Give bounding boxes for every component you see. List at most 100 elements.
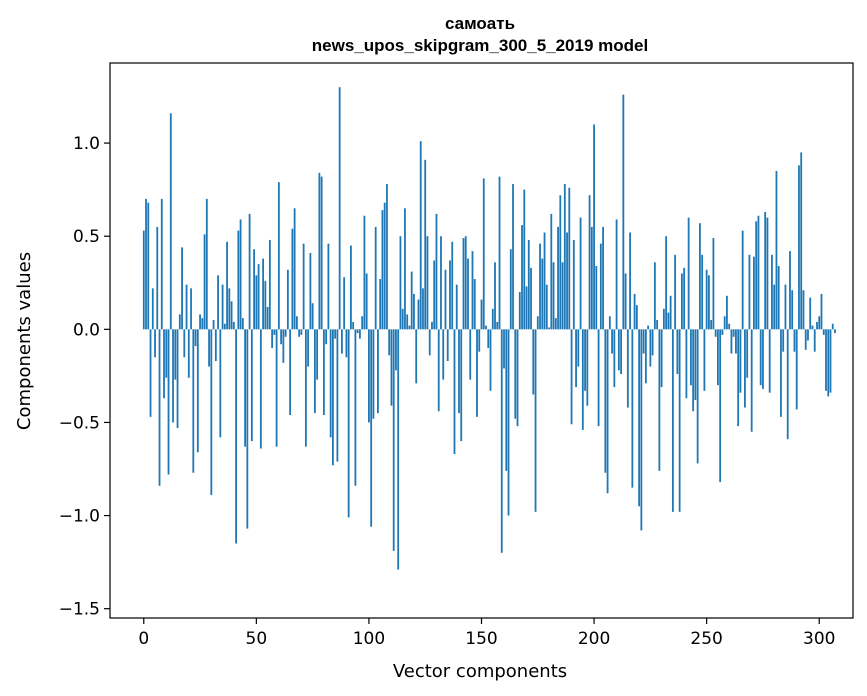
bar [525, 286, 528, 330]
bar [266, 306, 269, 330]
bar [320, 176, 323, 330]
bar [446, 329, 449, 361]
bar [271, 329, 274, 348]
bar [550, 213, 553, 330]
bar-series [142, 87, 836, 570]
bar [208, 329, 210, 367]
bar [509, 249, 512, 330]
bar [505, 329, 508, 471]
bar [399, 236, 402, 330]
bar [311, 303, 314, 330]
bar [374, 226, 377, 330]
x-tick-label: 200 [578, 629, 610, 649]
bar [176, 329, 179, 429]
bar [345, 329, 348, 358]
bar [228, 288, 231, 330]
bar [341, 329, 343, 354]
bar [390, 329, 393, 406]
x-tick-label: 0 [138, 629, 149, 649]
bar [539, 243, 541, 330]
bar [178, 314, 181, 330]
bar [762, 329, 764, 389]
bar [671, 329, 674, 512]
bar [617, 329, 620, 371]
bar [214, 329, 217, 361]
bar [750, 329, 753, 432]
bar [388, 329, 391, 356]
bar [581, 329, 584, 430]
bar [440, 236, 442, 330]
bar [552, 262, 555, 330]
bar [496, 321, 499, 330]
bar [548, 327, 550, 330]
bar [194, 329, 197, 347]
bar [181, 247, 183, 330]
bar [262, 258, 264, 330]
bar [599, 243, 602, 330]
bar [451, 241, 454, 330]
bar [773, 284, 776, 330]
bar [584, 329, 586, 391]
bar [347, 329, 350, 518]
bar [631, 329, 634, 488]
bar [613, 329, 616, 388]
bar [521, 225, 523, 330]
bar [158, 329, 161, 486]
bar [334, 329, 337, 339]
bar [775, 171, 778, 330]
bar [676, 329, 679, 375]
bar [764, 211, 767, 330]
bar [726, 295, 728, 330]
bar [302, 243, 305, 330]
bar [692, 329, 695, 412]
bar [268, 239, 271, 330]
bar [577, 329, 580, 367]
bar [615, 219, 618, 330]
bar [719, 329, 722, 483]
bar [163, 329, 165, 399]
bar [460, 329, 463, 442]
bar [478, 329, 481, 352]
bar [469, 329, 472, 380]
bar [395, 329, 397, 371]
bar [579, 217, 582, 330]
bar [757, 215, 760, 330]
bar [494, 262, 496, 330]
bar [298, 329, 301, 337]
bar [807, 329, 809, 341]
bar [325, 329, 328, 345]
bar [280, 329, 283, 345]
bar [687, 217, 690, 330]
bar [710, 320, 713, 330]
bar [435, 213, 438, 330]
bar [723, 316, 726, 330]
bar [273, 329, 276, 335]
bar [800, 152, 803, 330]
bar [253, 249, 255, 330]
bar [728, 323, 731, 330]
bar [721, 329, 724, 335]
bar [818, 316, 821, 330]
bar [259, 329, 262, 449]
bar [174, 329, 177, 380]
bar [566, 232, 568, 330]
bar [381, 210, 384, 330]
bar [453, 329, 456, 455]
bar [597, 329, 600, 427]
bar [786, 329, 789, 440]
bar [730, 329, 733, 354]
bar [246, 329, 249, 529]
bar [784, 284, 787, 330]
bar [172, 329, 174, 423]
bar [428, 329, 431, 356]
bar [622, 94, 625, 330]
bar [554, 318, 557, 330]
bar [437, 329, 440, 412]
bar [588, 195, 591, 330]
bar [232, 321, 235, 330]
bar [813, 329, 816, 352]
bar [500, 329, 503, 553]
bar [593, 124, 595, 330]
chart-title: самоать [445, 14, 515, 33]
